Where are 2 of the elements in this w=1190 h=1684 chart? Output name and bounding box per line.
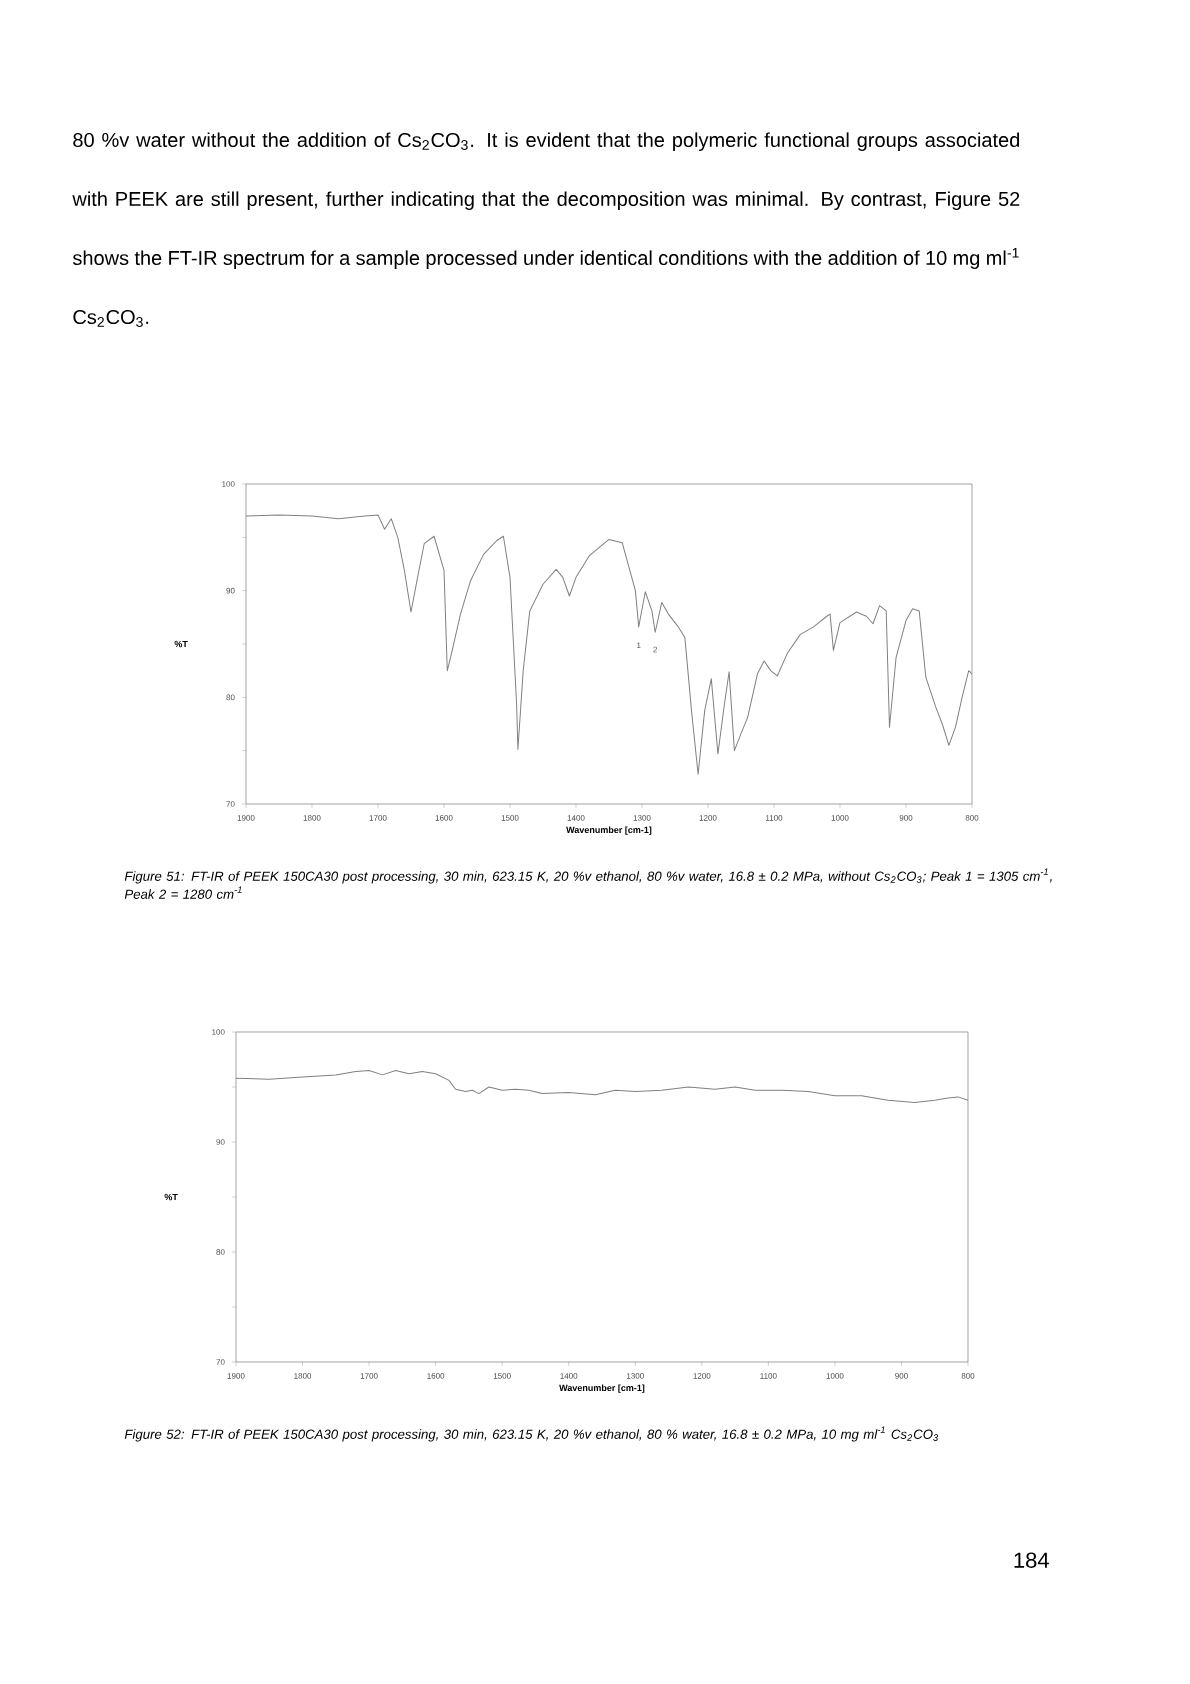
text: 80 %v water without the addition of Cs$_{2}$CO$_{3}$. It is evident that the polymeric functional groups associated with PEEK are still present, further indicating that the decomposition was minimal. By contrast, Figure 52 shows the FT-IR spectrum for a sample processed under identical conditions with the addition of 10 mg ml$^{-1}$ Cs$_{2}$CO$_{3}$. <box>72 132 1020 327</box>
text: 184 <box>1014 1552 1049 1568</box>
